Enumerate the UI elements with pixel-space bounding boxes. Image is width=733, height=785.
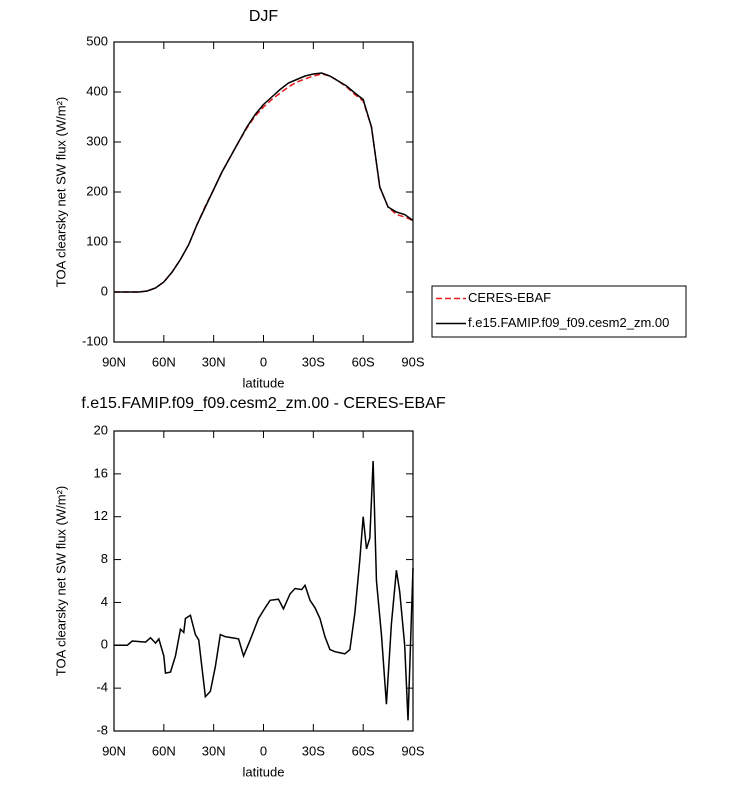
- x-axis-label: latitude: [243, 375, 285, 390]
- x-tick-label: 60S: [352, 743, 375, 758]
- y-tick-label: 400: [86, 83, 108, 98]
- x-tick-label: 90N: [102, 354, 126, 369]
- y-tick-label: -100: [82, 333, 108, 348]
- legend-label: f.e15.FAMIP.f09_f09.cesm2_zm.00: [468, 315, 669, 330]
- chart-title: f.e15.FAMIP.f09_f09.cesm2_zm.00 - CERES-…: [81, 395, 446, 412]
- y-tick-label: 4: [101, 594, 108, 609]
- y-tick-label: 0: [101, 637, 108, 652]
- y-tick-label: -8: [96, 722, 108, 737]
- x-tick-label: 30N: [202, 354, 226, 369]
- y-tick-label: 300: [86, 133, 108, 148]
- y-axis-label: TOA clearsky net SW flux (W/m²): [53, 97, 68, 287]
- y-tick-label: 20: [94, 422, 108, 437]
- x-tick-label: 90S: [401, 354, 424, 369]
- x-tick-label: 60N: [152, 743, 176, 758]
- y-tick-label: 100: [86, 233, 108, 248]
- y-axis-label: TOA clearsky net SW flux (W/m²): [53, 486, 68, 676]
- x-tick-label: 90S: [401, 743, 424, 758]
- data-line: [114, 72, 414, 293]
- y-tick-label: 0: [101, 283, 108, 298]
- x-tick-label: 0: [260, 743, 267, 758]
- legend-box: [431, 285, 687, 338]
- legend-label: CERES-EBAF: [468, 290, 551, 305]
- plot-frame: [113, 41, 414, 343]
- y-tick-label: 8: [101, 551, 108, 566]
- y-tick-label: 12: [94, 508, 108, 523]
- y-tick-label: 16: [94, 465, 108, 480]
- x-tick-label: 30N: [202, 743, 226, 758]
- x-tick-label: 60N: [152, 354, 176, 369]
- x-tick-label: 30S: [302, 743, 325, 758]
- y-tick-label: 200: [86, 183, 108, 198]
- x-tick-label: 30S: [302, 354, 325, 369]
- chart-title: DJF: [249, 8, 279, 25]
- x-tick-label: 90N: [102, 743, 126, 758]
- plot-frame: [113, 430, 414, 732]
- x-tick-label: 0: [260, 354, 267, 369]
- data-line: [114, 73, 414, 293]
- x-axis-label: latitude: [243, 764, 285, 779]
- x-tick-label: 60S: [352, 354, 375, 369]
- y-tick-label: -4: [96, 680, 108, 695]
- y-tick-label: 500: [86, 33, 108, 48]
- data-line: [114, 460, 414, 721]
